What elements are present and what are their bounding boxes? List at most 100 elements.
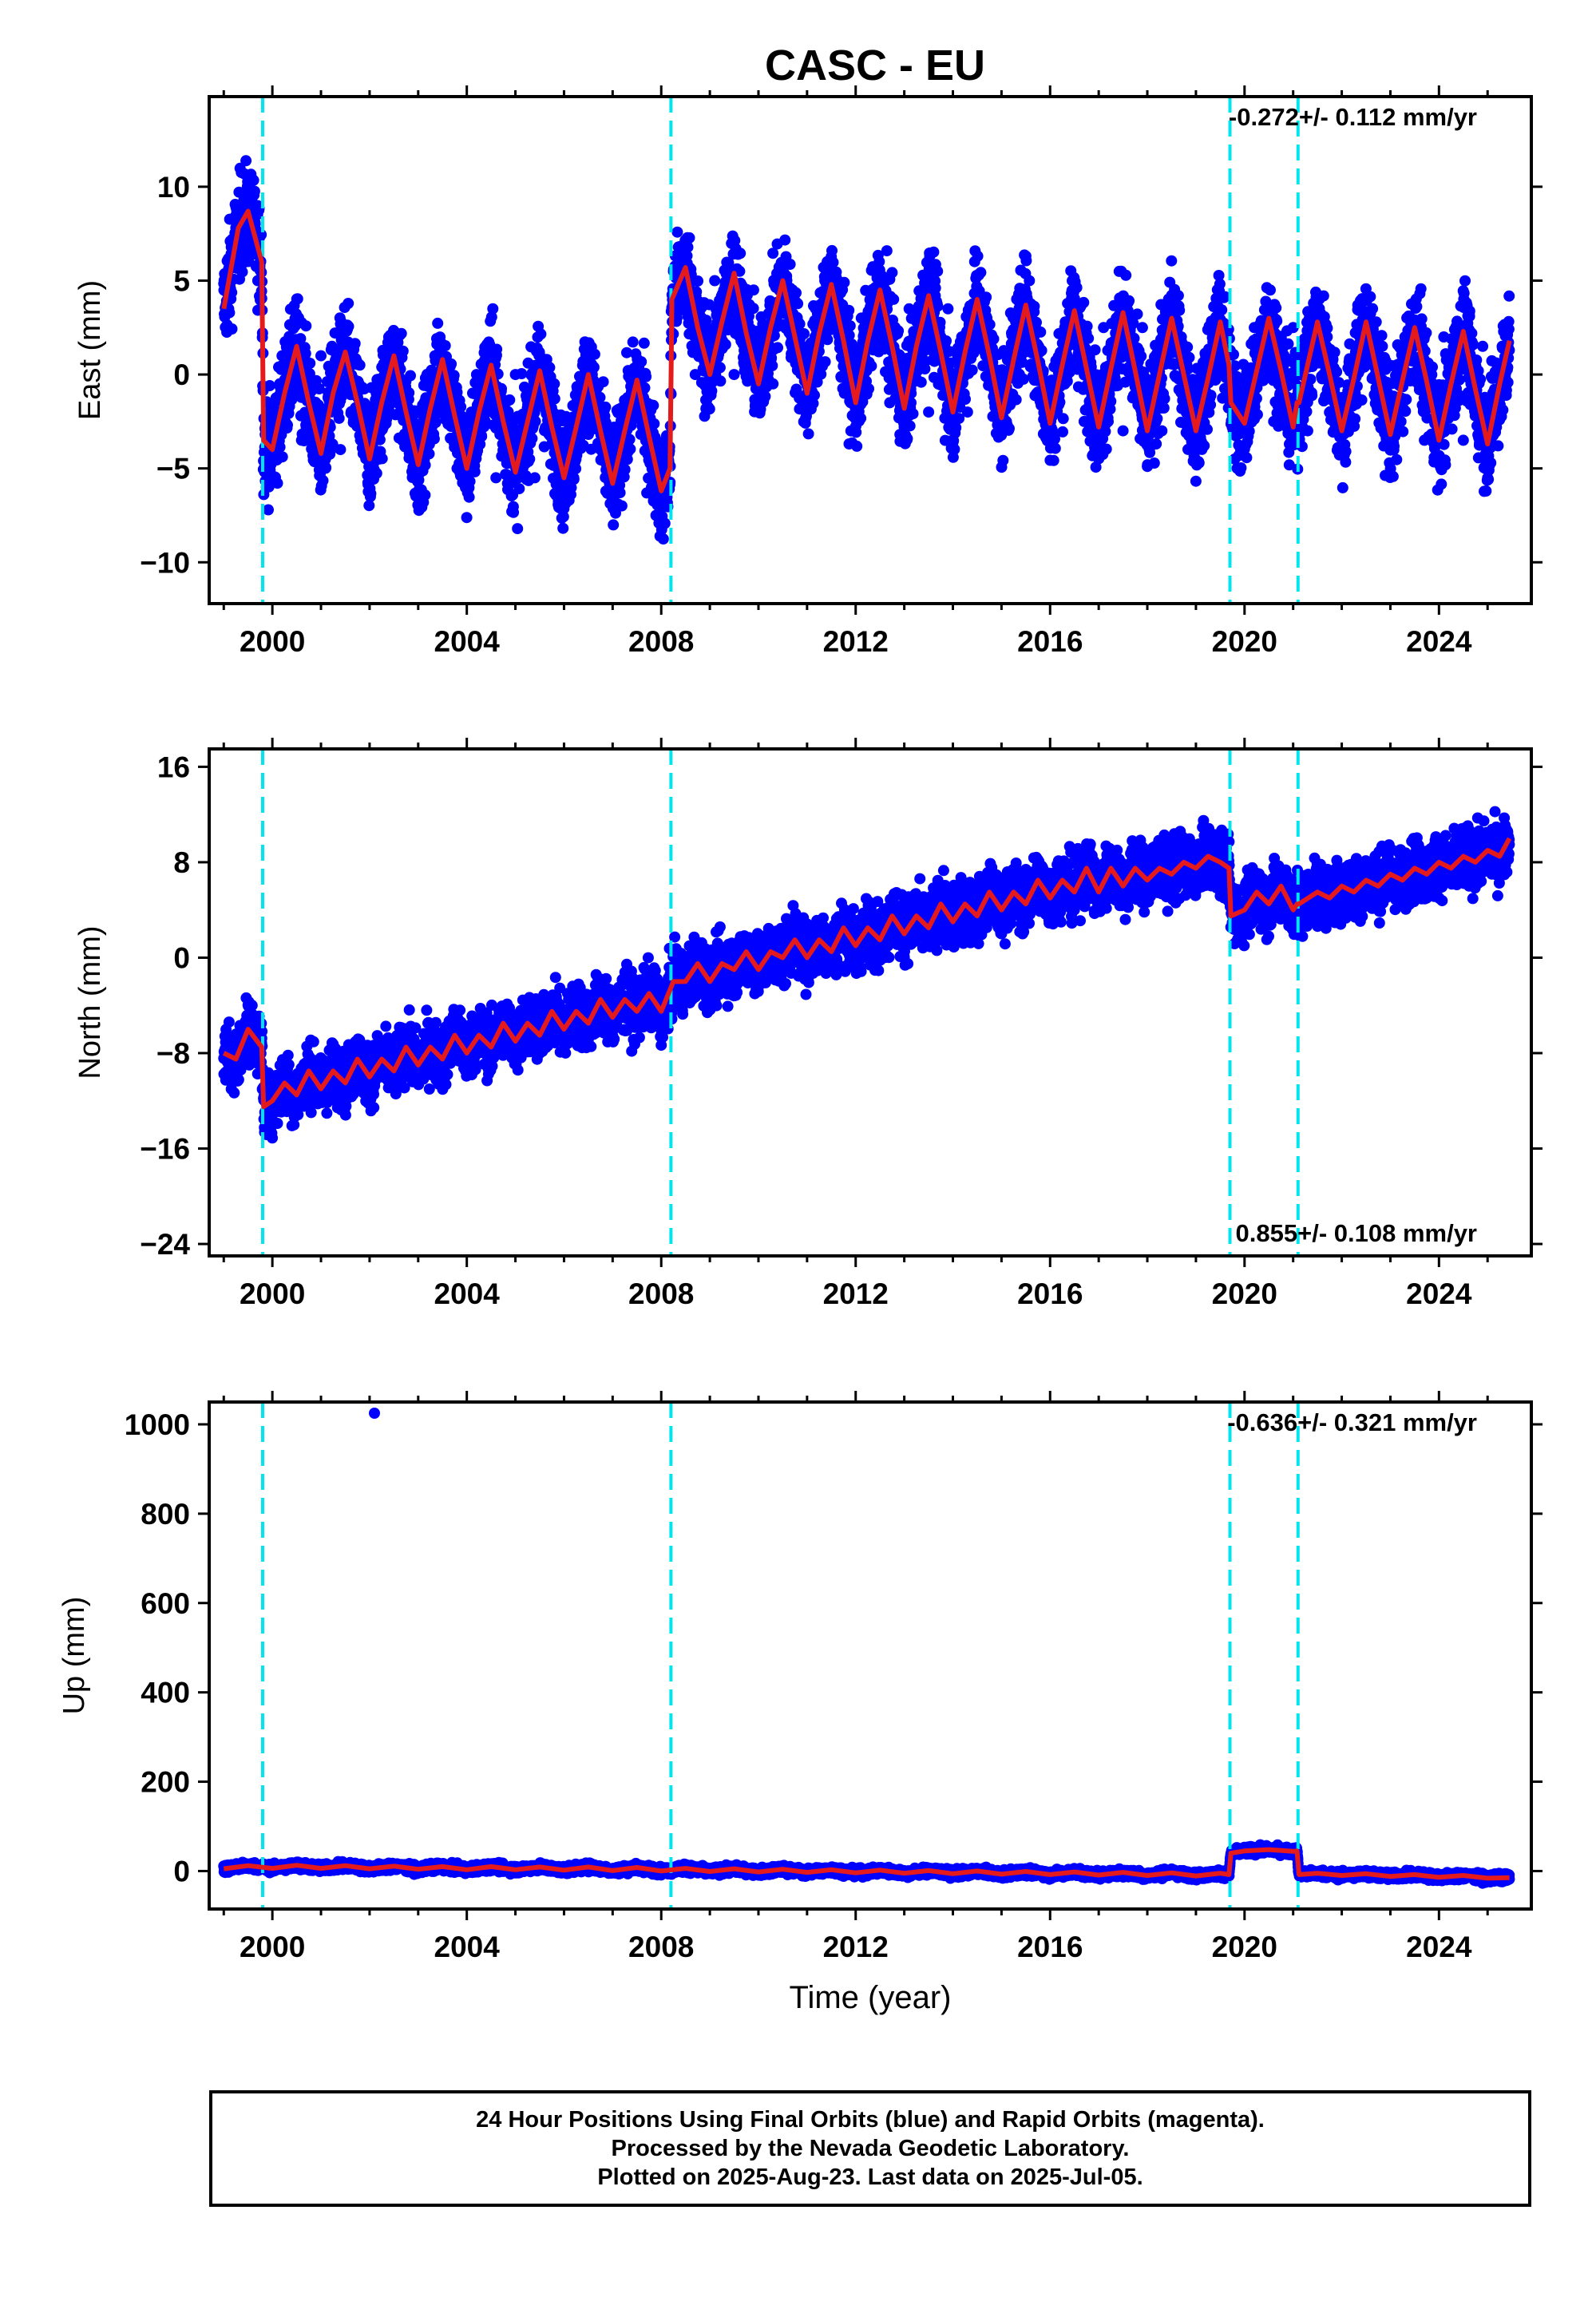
data-point xyxy=(715,375,727,387)
data-point xyxy=(648,399,659,411)
data-point xyxy=(455,401,467,413)
data-point xyxy=(747,303,759,315)
data-point xyxy=(1100,443,1112,455)
data-point xyxy=(524,453,536,465)
data-point xyxy=(263,380,275,391)
data-point xyxy=(1020,255,1032,267)
data-point xyxy=(428,433,440,445)
data-point xyxy=(624,443,636,455)
data-point xyxy=(639,382,651,394)
data-point xyxy=(333,412,345,424)
data-point xyxy=(313,383,325,394)
data-point xyxy=(513,483,525,495)
data-point xyxy=(432,317,444,329)
data-point xyxy=(671,226,683,238)
data-point xyxy=(928,246,940,258)
data-point xyxy=(972,250,984,262)
plot-area xyxy=(218,97,1515,604)
data-point xyxy=(1078,296,1090,308)
data-point xyxy=(826,244,838,256)
data-point xyxy=(1049,442,1061,454)
data-point xyxy=(535,328,547,340)
data-point xyxy=(1131,308,1143,320)
data-point xyxy=(636,356,648,368)
data-point xyxy=(397,345,409,357)
data-point xyxy=(588,362,600,373)
data-point xyxy=(304,358,316,369)
data-point xyxy=(226,323,238,335)
data-point xyxy=(1151,413,1163,425)
data-point xyxy=(980,291,992,303)
data-point xyxy=(1148,457,1160,469)
data-point xyxy=(395,327,407,339)
data-point xyxy=(904,420,916,432)
data-point xyxy=(263,481,275,493)
data-point xyxy=(476,430,488,442)
data-point xyxy=(888,293,900,305)
data-point xyxy=(594,391,606,403)
data-point xyxy=(1024,275,1036,287)
data-point xyxy=(929,282,941,294)
data-point xyxy=(327,438,339,450)
data-point xyxy=(1057,413,1069,425)
data-point xyxy=(549,393,560,405)
data-point xyxy=(901,433,913,445)
data-point xyxy=(276,451,288,463)
data-point xyxy=(1010,394,1022,406)
data-point xyxy=(419,489,431,501)
data-point xyxy=(798,328,810,339)
data-point xyxy=(610,507,621,519)
data-point xyxy=(1081,320,1093,332)
data-point xyxy=(827,256,839,268)
data-point xyxy=(570,463,582,475)
data-point xyxy=(844,320,856,332)
data-point xyxy=(1193,457,1205,469)
data-point xyxy=(682,241,694,253)
data-point xyxy=(960,394,971,405)
data-point xyxy=(627,336,639,348)
data-point xyxy=(1057,426,1068,438)
data-point xyxy=(1182,341,1194,353)
data-point xyxy=(430,417,442,429)
data-point xyxy=(1135,351,1147,362)
data-point xyxy=(657,533,669,545)
data-point xyxy=(843,304,855,316)
data-point xyxy=(461,512,473,524)
data-point xyxy=(1120,269,1132,281)
chart-title: CASC - EU xyxy=(765,42,985,89)
data-point xyxy=(997,454,1009,466)
data-point xyxy=(557,511,569,523)
data-point xyxy=(343,320,354,332)
data-point xyxy=(1028,300,1040,312)
data-point xyxy=(822,334,834,346)
data-point xyxy=(491,343,503,355)
data-point xyxy=(1198,440,1210,452)
data-point xyxy=(886,267,898,279)
data-point xyxy=(588,348,600,360)
data-point xyxy=(1103,415,1114,427)
data-point xyxy=(621,347,632,358)
data-point xyxy=(1174,304,1186,316)
data-point xyxy=(405,370,416,382)
data-point xyxy=(683,232,695,244)
data-point xyxy=(1089,344,1101,356)
data-point xyxy=(299,347,311,359)
data-point xyxy=(1172,290,1184,302)
data-point xyxy=(948,443,960,455)
data-point xyxy=(881,245,893,257)
data-point xyxy=(932,265,944,277)
data-point xyxy=(1205,399,1217,411)
data-point xyxy=(624,434,636,446)
data-point xyxy=(1190,475,1202,487)
data-point xyxy=(1123,295,1135,307)
data-point xyxy=(291,293,303,305)
data-point xyxy=(1166,255,1178,267)
data-point xyxy=(616,500,628,512)
data-point xyxy=(487,303,499,315)
data-point xyxy=(608,519,620,531)
data-point xyxy=(1183,351,1195,363)
data-point xyxy=(248,185,260,197)
data-point xyxy=(907,408,919,420)
data-point xyxy=(363,500,375,512)
